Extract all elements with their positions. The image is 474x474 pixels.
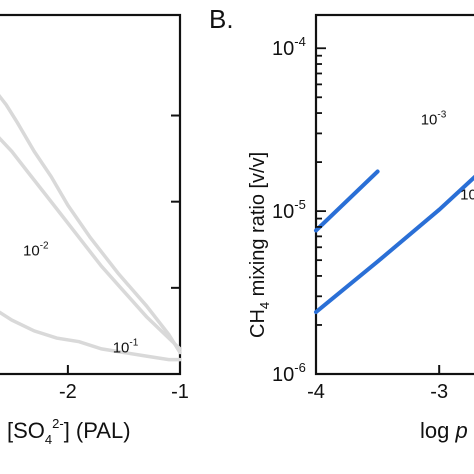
panel-b-x-axis: -4 -3 (307, 365, 448, 403)
panel-a-series-line (0, 136, 182, 351)
panel-b-x-tick-label: -3 (430, 381, 448, 403)
panel-b-y-axis: 10-4 10-5 10-6 (272, 34, 326, 386)
panel-b-series-label: 10-3 (421, 110, 447, 129)
panel-a-x-axis-label: [SO42-] (PAL) (7, 416, 131, 447)
panel-b: B. 10-3 10- 10-4 10-5 10-6 -4 -3 CH4 mixing … (209, 4, 474, 443)
panel-a-x-tick-label: -1 (171, 381, 189, 403)
panel-a-right-ticks (171, 114, 180, 289)
panel-a-series-label: 10-1 (113, 337, 139, 356)
panel-a: 10-2 10-1 -2 -1 [SO42-] (PAL) (0, 13, 189, 447)
panel-a-series-line (0, 93, 182, 355)
panel-a-x-tick-label: -2 (59, 381, 77, 403)
panel-b-x-tick-label: -4 (307, 381, 325, 403)
panel-a-series-line (0, 310, 182, 362)
panel-a-series-label: 10-2 (23, 241, 49, 260)
panel-a-x-axis: -2 -1 (59, 365, 189, 403)
panel-b-y-tick-label: 10-5 (272, 197, 306, 223)
panel-b-plot-frame (314, 13, 474, 376)
panel-b-y-tick-label: 10-6 (272, 360, 306, 386)
panel-b-y-tick-label: 10-4 (272, 34, 306, 60)
panel-b-series-line (314, 169, 380, 233)
panel-b-series-line (314, 174, 474, 315)
panel-a-plot-frame (0, 13, 182, 376)
panel-b-series-group: 10-3 10- (314, 110, 474, 315)
panel-b-label: B. (209, 4, 234, 34)
panel-b-x-axis-label: log p (420, 418, 468, 443)
panel-b-y-axis-label: CH4 mixing ratio [v/v] (247, 152, 272, 338)
panel-b-series-label: 10- (460, 184, 474, 203)
panel-a-series-group: 10-2 10-1 (0, 93, 182, 362)
